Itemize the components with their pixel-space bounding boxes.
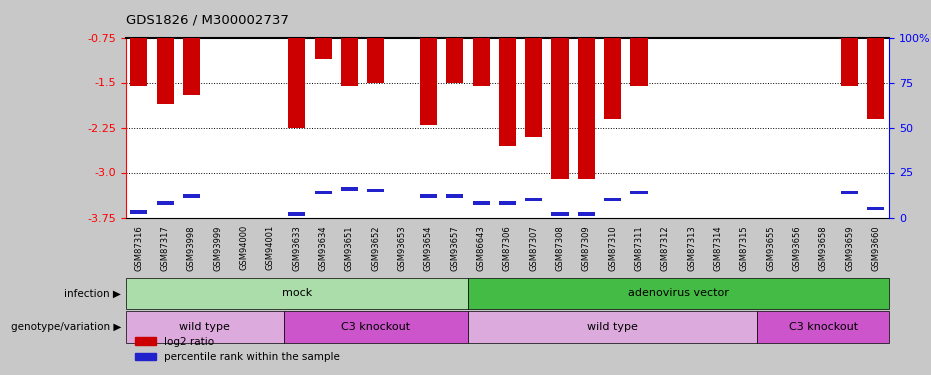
Bar <box>182 38 200 94</box>
Bar <box>420 38 437 124</box>
Text: infection ▶: infection ▶ <box>64 288 121 298</box>
Bar <box>551 212 569 216</box>
Bar <box>341 187 358 190</box>
Bar <box>551 38 569 178</box>
Bar <box>446 38 464 82</box>
Bar <box>367 38 385 82</box>
Bar <box>315 38 331 58</box>
Text: mock: mock <box>282 288 312 298</box>
Bar <box>499 38 516 146</box>
Text: genotype/variation ▶: genotype/variation ▶ <box>10 322 121 332</box>
Bar <box>841 38 858 86</box>
Text: adenovirus vector: adenovirus vector <box>628 288 729 298</box>
Bar <box>315 190 331 194</box>
Bar <box>156 38 174 104</box>
Bar <box>499 201 516 205</box>
Bar <box>341 38 358 86</box>
Bar <box>630 38 648 86</box>
Text: C3 knockout: C3 knockout <box>789 322 857 332</box>
Bar <box>289 38 305 128</box>
Bar <box>868 38 884 118</box>
Bar <box>130 38 147 86</box>
Bar <box>182 194 200 198</box>
Bar <box>289 212 305 216</box>
Text: wild type: wild type <box>587 322 638 332</box>
Bar <box>446 194 464 198</box>
Text: wild type: wild type <box>180 322 230 332</box>
Bar <box>473 201 490 205</box>
Text: C3 knockout: C3 knockout <box>341 322 411 332</box>
Bar <box>367 189 385 192</box>
Bar <box>130 210 147 214</box>
Bar <box>604 198 621 201</box>
Bar <box>868 207 884 210</box>
Bar <box>525 198 542 201</box>
Bar <box>473 38 490 86</box>
Text: GDS1826 / M300002737: GDS1826 / M300002737 <box>126 13 289 26</box>
Bar <box>156 201 174 205</box>
Bar <box>525 38 542 136</box>
Legend: log2 ratio, percentile rank within the sample: log2 ratio, percentile rank within the s… <box>131 333 344 366</box>
Bar <box>841 190 858 194</box>
Bar <box>420 194 437 198</box>
Bar <box>578 38 595 178</box>
Bar <box>630 190 648 194</box>
Bar <box>578 212 595 216</box>
Bar <box>604 38 621 118</box>
